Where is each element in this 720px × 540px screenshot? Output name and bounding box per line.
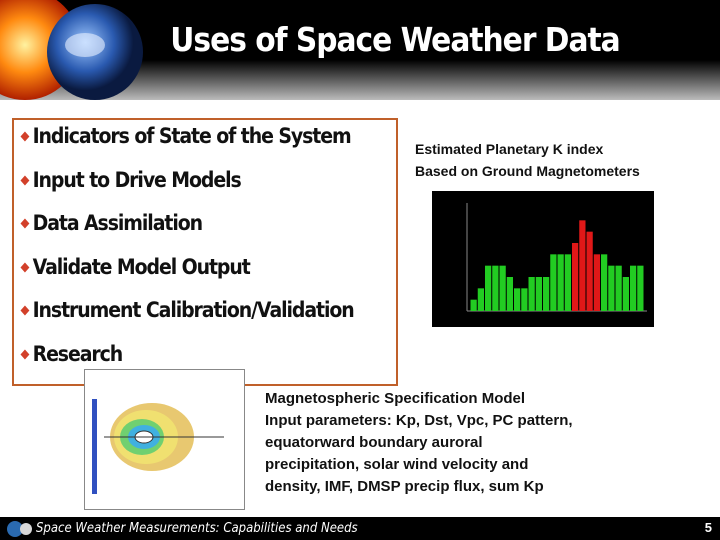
kp-bar (550, 254, 557, 311)
caption-line: precipitation, solar wind velocity and (265, 456, 529, 473)
kp-bar (622, 277, 629, 311)
kp-bar (601, 254, 608, 311)
bullet-item: Input to Drive Models (20, 168, 242, 192)
caption-line: Estimated Planetary K index (415, 141, 604, 157)
bullet-item: Instrument Calibration/Validation (20, 298, 355, 322)
logo (7, 521, 32, 537)
kp-bar (492, 265, 499, 311)
kp-bar (477, 288, 484, 311)
kp-bar (557, 254, 564, 311)
msm-caption: Magnetospheric Specification Model Input… (265, 388, 573, 498)
sun-earth-graphic (0, 0, 143, 100)
footer: Space Weather Measurements: Capabilities… (0, 517, 720, 540)
kp-bar (506, 277, 513, 311)
footer-text: Space Weather Measurements: Capabilities… (36, 521, 358, 536)
kp-bar (615, 265, 622, 311)
kp-bar (608, 265, 615, 311)
kp-bar (543, 277, 550, 311)
kp-bar (514, 288, 521, 311)
caption-line: Based on Ground Magnetometers (415, 163, 640, 179)
slide-title: Uses of Space Weather Data (170, 20, 620, 59)
kp-bar (535, 277, 542, 311)
kp-caption: Estimated Planetary K index Based on Gro… (415, 138, 640, 182)
kp-bar (485, 265, 492, 311)
caption-line: density, IMF, DMSP precip flux, sum Kp (265, 478, 544, 495)
kp-bar (593, 254, 600, 311)
kp-plot (432, 191, 654, 327)
msm-plot (84, 369, 245, 510)
kp-bar (528, 277, 535, 311)
kp-bar (521, 288, 528, 311)
caption-line: Magnetospheric Specification Model (265, 390, 526, 407)
bullet-item: Data Assimilation (20, 211, 204, 235)
caption-line: equatorward boundary auroral (265, 434, 483, 451)
kp-bar (630, 265, 637, 311)
caption-line: Input parameters: Kp, Dst, Vpc, PC patte… (265, 412, 573, 429)
kp-bar (499, 265, 506, 311)
kp-bar (579, 220, 586, 311)
kp-bar (586, 231, 593, 311)
bullet-item: Indicators of State of the System (20, 124, 352, 148)
kp-bar (572, 243, 579, 311)
page-number: 5 (704, 520, 712, 535)
kp-bar (564, 254, 571, 311)
bullet-item: Validate Model Output (20, 255, 251, 279)
kp-bar (637, 265, 644, 311)
bullet-item: Research (20, 342, 124, 366)
kp-bar (470, 299, 477, 311)
